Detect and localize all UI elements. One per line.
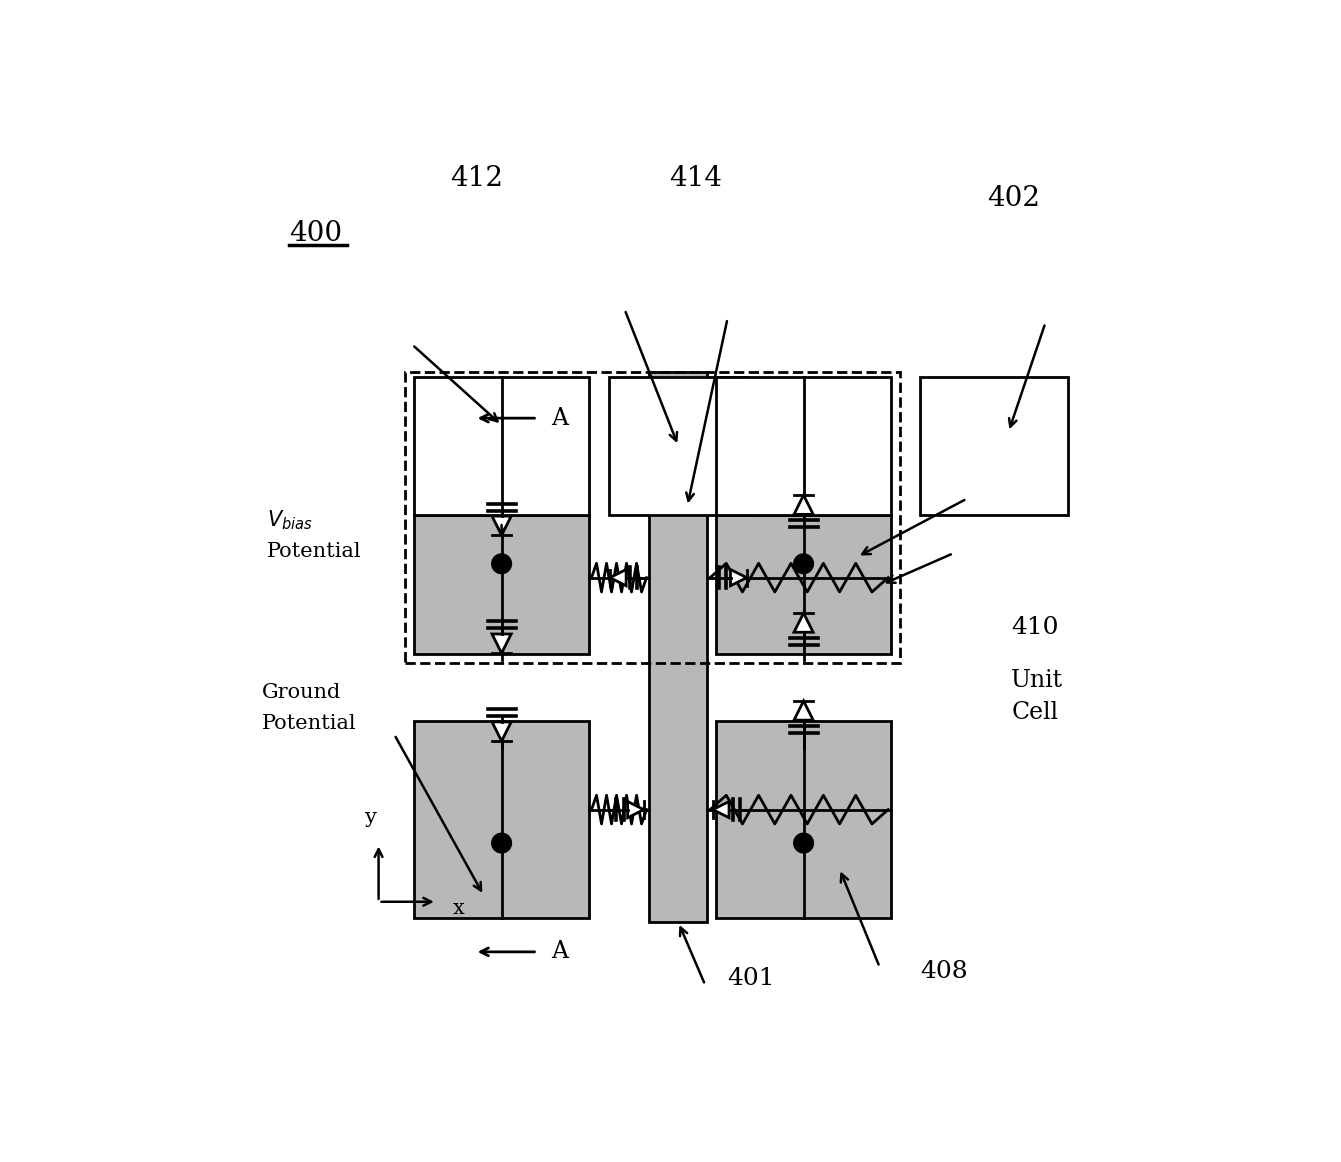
Text: A: A xyxy=(551,407,567,430)
Text: 400: 400 xyxy=(290,220,342,246)
Polygon shape xyxy=(794,614,813,632)
Text: 410: 410 xyxy=(1011,616,1058,639)
Bar xyxy=(649,372,708,923)
Polygon shape xyxy=(794,495,813,515)
Bar xyxy=(609,376,748,515)
Text: Unit: Unit xyxy=(1011,669,1063,693)
Bar xyxy=(920,376,1067,515)
Bar xyxy=(716,720,890,918)
Text: Cell: Cell xyxy=(1011,701,1058,724)
Text: x: x xyxy=(453,899,464,918)
Text: Potential: Potential xyxy=(267,541,361,560)
Text: $V_{bias}$: $V_{bias}$ xyxy=(267,508,312,531)
Text: 412: 412 xyxy=(451,165,503,192)
Text: A: A xyxy=(551,940,567,963)
Text: 401: 401 xyxy=(728,967,775,990)
Polygon shape xyxy=(492,722,511,741)
Text: Potential: Potential xyxy=(263,715,357,733)
Text: Ground: Ground xyxy=(263,683,342,702)
Bar xyxy=(414,720,589,918)
Polygon shape xyxy=(492,634,511,653)
Bar xyxy=(414,376,589,515)
Bar xyxy=(716,515,890,654)
Text: 408: 408 xyxy=(920,960,967,983)
Text: y: y xyxy=(365,809,377,827)
Text: 402: 402 xyxy=(987,185,1041,211)
Polygon shape xyxy=(628,802,644,818)
Circle shape xyxy=(492,833,511,853)
Circle shape xyxy=(794,833,814,853)
Polygon shape xyxy=(713,802,730,818)
Bar xyxy=(716,376,890,515)
Polygon shape xyxy=(610,569,626,586)
Polygon shape xyxy=(731,569,747,586)
Text: 414: 414 xyxy=(669,165,723,192)
Polygon shape xyxy=(794,701,813,720)
Circle shape xyxy=(492,554,511,574)
Circle shape xyxy=(794,554,814,574)
Polygon shape xyxy=(492,516,511,536)
Bar xyxy=(405,372,900,662)
Bar xyxy=(414,515,589,654)
